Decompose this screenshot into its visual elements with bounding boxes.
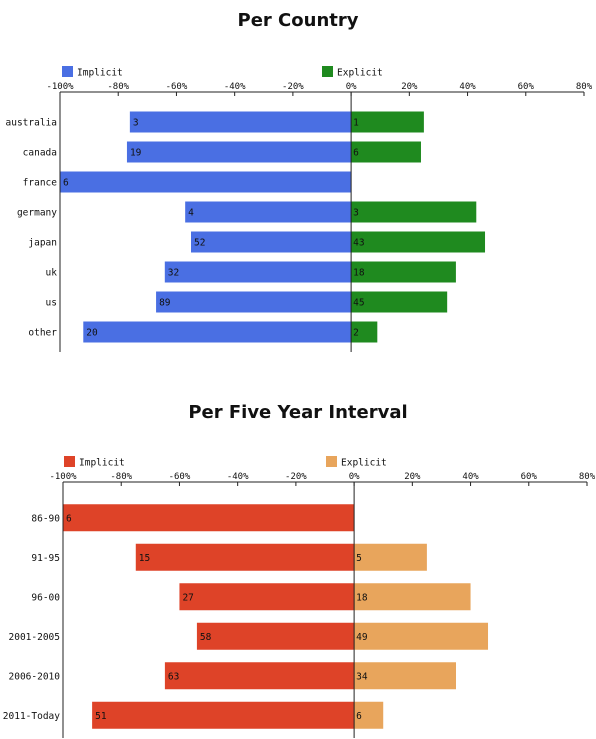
chart2-category-label-0: 86-90: [31, 513, 60, 524]
chart1-bar-label-implicit-1: 19: [130, 148, 142, 159]
chart1-bar-implicit-0: [129, 111, 352, 133]
chart2-bar-implicit-5: [92, 701, 355, 729]
chart1-bar-explicit-0: [351, 111, 424, 133]
chart1-category-label-6: us: [46, 298, 57, 309]
chart2-bar-implicit-4: [164, 662, 355, 690]
chart1-x-tick-label-7: 40%: [459, 82, 476, 92]
chart2-x-tick-label-1: -80%: [110, 472, 132, 482]
chart1-bar-explicit-5: [351, 261, 456, 283]
chart1-category-label-2: france: [23, 178, 58, 189]
chart2-category-label-4: 2006-2010: [9, 671, 61, 682]
chart1-bar-label-implicit-0: 3: [133, 118, 139, 129]
chart2-bar-label-explicit-5: 6: [356, 711, 362, 722]
chart1-bar-implicit-6: [156, 291, 352, 313]
chart1-bar-label-implicit-5: 32: [168, 268, 179, 279]
chart1-category-label-7: other: [28, 328, 57, 339]
chart1-x-tick-label-5: 0%: [346, 82, 357, 92]
chart2-bar-label-implicit-4: 63: [168, 671, 179, 682]
chart1-bar-label-explicit-4: 43: [353, 238, 364, 249]
chart2-category-label-3: 2001-2005: [9, 632, 60, 643]
chart2-title: Per Five Year Interval: [188, 402, 407, 423]
chart2-bar-label-explicit-4: 34: [356, 671, 368, 682]
chart2-bar-implicit-0: [63, 504, 355, 532]
chart2-legend-swatch-1: [326, 456, 337, 467]
chart1-legend-label-1: Explicit: [337, 68, 383, 79]
chart1-legend-swatch-1: [322, 66, 333, 77]
chart1-bar-label-explicit-6: 45: [353, 298, 364, 309]
chart1-bar-label-explicit-7: 2: [353, 328, 359, 339]
chart1-bar-label-explicit-0: 1: [353, 118, 359, 129]
chart1-category-label-1: canada: [23, 148, 57, 159]
chart2-bar-label-explicit-2: 18: [356, 592, 368, 603]
chart2-legend-label-1: Explicit: [341, 458, 387, 469]
chart2-bar-explicit-4: [354, 662, 456, 690]
chart1-category-label-3: germany: [17, 208, 57, 219]
chart2-x-tick-label-9: 80%: [579, 472, 596, 482]
chart1-bar-explicit-7: [351, 321, 378, 343]
chart1-bar-label-implicit-4: 52: [194, 238, 205, 249]
chart2-bar-label-implicit-1: 15: [139, 553, 150, 564]
chart2-bar-explicit-3: [354, 622, 489, 650]
chart1-x-tick-label-6: 20%: [401, 82, 418, 92]
chart2-x-tick-label-3: -40%: [227, 472, 249, 482]
chart2-bar-explicit-5: [354, 701, 384, 729]
chart2-bar-label-implicit-0: 6: [66, 513, 72, 524]
chart2-bar-implicit-3: [196, 622, 355, 650]
chart1-legend-swatch-0: [62, 66, 73, 77]
chart2-category-label-1: 91-95: [31, 553, 60, 564]
chart2-x-tick-label-7: 40%: [462, 472, 479, 482]
chart1-x-tick-label-2: -60%: [166, 82, 188, 92]
chart2-bar-explicit-1: [354, 543, 427, 571]
chart1-category-label-4: japan: [28, 238, 57, 249]
chart2-bar-implicit-2: [179, 583, 355, 611]
chart1-bar-label-explicit-1: 6: [353, 148, 359, 159]
chart2-bar-label-explicit-1: 5: [356, 553, 362, 564]
chart1-bar-explicit-3: [351, 201, 477, 223]
chart1-bar-label-explicit-3: 3: [353, 208, 359, 219]
chart1-bar-label-explicit-5: 18: [353, 268, 365, 279]
chart2-bar-implicit-1: [135, 543, 355, 571]
chart1-x-tick-label-9: 80%: [576, 82, 593, 92]
chart1-category-label-5: uk: [46, 268, 58, 279]
chart2-bar-explicit-2: [354, 583, 471, 611]
chart1-bar-implicit-3: [185, 201, 352, 223]
chart1-bar-implicit-5: [164, 261, 352, 283]
chart1-bar-implicit-2: [60, 171, 352, 193]
chart1-x-tick-label-4: -20%: [282, 82, 304, 92]
chart2-x-tick-label-2: -60%: [169, 472, 191, 482]
chart1-title: Per Country: [238, 10, 359, 31]
chart1-x-tick-label-0: -100%: [46, 82, 74, 92]
chart1-bar-explicit-6: [351, 291, 448, 313]
chart2-x-tick-label-8: 60%: [521, 472, 538, 482]
chart2-bar-label-implicit-2: 27: [182, 592, 193, 603]
chart2-legend-label-0: Implicit: [79, 458, 125, 469]
chart1-bar-explicit-4: [351, 231, 486, 253]
chart2-legend-swatch-0: [64, 456, 75, 467]
chart2-bar-label-implicit-5: 51: [95, 711, 107, 722]
chart2-x-tick-label-6: 20%: [404, 472, 421, 482]
chart1-bar-implicit-4: [191, 231, 352, 253]
chart1-bar-label-implicit-6: 89: [159, 298, 171, 309]
chart1-category-label-0: australia: [6, 118, 57, 129]
chart1-bar-label-implicit-7: 20: [86, 328, 98, 339]
chart1-bar-explicit-1: [351, 141, 421, 163]
chart1-x-tick-label-3: -40%: [224, 82, 246, 92]
chart2-x-tick-label-4: -20%: [285, 472, 307, 482]
chart1-x-tick-label-1: -80%: [107, 82, 129, 92]
chart1-bar-implicit-7: [83, 321, 352, 343]
chart1-x-tick-label-8: 60%: [518, 82, 535, 92]
chart1-bar-label-implicit-3: 4: [188, 208, 194, 219]
chart2-x-tick-label-0: -100%: [49, 472, 77, 482]
chart1-legend-label-0: Implicit: [77, 68, 123, 79]
chart1-bar-implicit-1: [126, 141, 352, 163]
chart1-bar-label-implicit-2: 6: [63, 178, 69, 189]
chart2-category-label-2: 96-00: [31, 592, 60, 603]
chart2-x-tick-label-5: 0%: [349, 472, 360, 482]
chart2-bar-label-explicit-3: 49: [356, 632, 368, 643]
chart2-category-label-5: 2011-Today: [3, 711, 60, 722]
chart2-bar-label-implicit-3: 58: [200, 632, 212, 643]
